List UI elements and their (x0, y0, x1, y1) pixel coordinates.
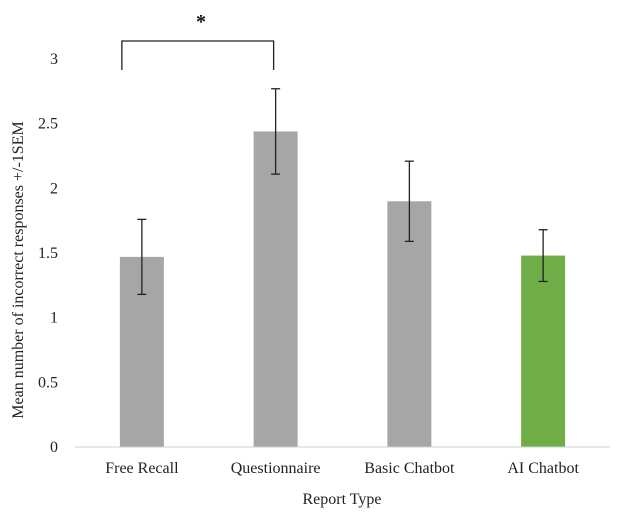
x-tick-label: Questionnaire (231, 460, 321, 477)
x-tick-label: Basic Chatbot (364, 460, 455, 477)
significance-bracket-line (121, 40, 275, 70)
significance-star: * (196, 11, 206, 33)
x-tick-label: AI Chatbot (507, 460, 579, 477)
bar (387, 201, 432, 447)
error-bar (404, 160, 414, 243)
bars (119, 131, 566, 447)
x-tick-label: Free Recall (105, 460, 179, 477)
bar (521, 255, 566, 447)
error-bar (271, 88, 281, 175)
x-axis-ticks: Free Recall Questionnaire Basic Chatbot AI … (105, 460, 579, 477)
x-axis-title: Report Type (302, 491, 381, 508)
y-tick-label: 0.5 (38, 374, 58, 391)
y-tick-label: 1.5 (38, 245, 58, 262)
y-tick-label: 3 (50, 51, 58, 68)
y-tick-label: 0 (50, 439, 58, 456)
y-tick-label: 2 (50, 180, 58, 197)
bar (253, 131, 298, 447)
error-bars (137, 88, 548, 296)
y-axis-title: Mean number of incorrect responses +/-1S… (10, 121, 27, 418)
y-tick-label: 2.5 (38, 116, 58, 133)
significance-bracket: * (121, 11, 275, 70)
y-tick-label: 1 (50, 310, 58, 327)
error-bar (137, 218, 147, 296)
error-bar (538, 229, 548, 283)
y-axis-ticks: 0 0.5 1 1.5 2 2.5 3 (38, 51, 58, 456)
